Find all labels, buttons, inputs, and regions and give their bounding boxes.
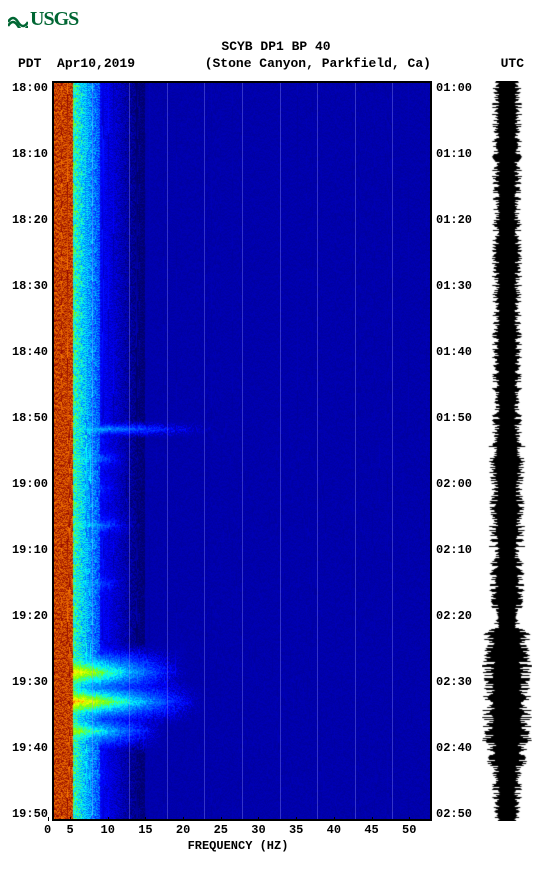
y-tick-right: 02:20: [436, 609, 476, 623]
x-tick: 5: [51, 823, 89, 837]
x-tick: 30: [240, 823, 278, 837]
usgs-wave-icon: [8, 12, 28, 28]
y-tick-right: 02:10: [436, 543, 476, 557]
y-tick-left: 18:40: [8, 345, 48, 359]
y-tick-right: 02:40: [436, 741, 476, 755]
spectrogram-plot: [52, 81, 432, 821]
spectrogram-canvas: [54, 83, 430, 819]
tz-left: PDT: [18, 56, 41, 71]
y-tick-left: 18:10: [8, 147, 48, 161]
y-axis-right: 01:00 01:10 01:20 01:30 01:40 01:50 02:00 02:10…: [432, 81, 476, 821]
y-tick-left: 19:20: [8, 609, 48, 623]
waveform-plot: [482, 81, 532, 821]
tz-right-label: UTC: [501, 56, 524, 71]
chart-subtitle: PDT Apr10,2019 (Stone Canyon, Parkfield,…: [8, 56, 544, 71]
y-axis-left: 18:00 18:10 18:20 18:30 18:40 18:50 19:00 19:10…: [8, 81, 52, 821]
y-tick-right: 02:50: [436, 807, 476, 821]
x-tick: 45: [353, 823, 391, 837]
x-tick: 10: [89, 823, 127, 837]
y-tick-right: 01:00: [436, 81, 476, 95]
x-tick: 40: [315, 823, 353, 837]
y-tick-right: 01:40: [436, 345, 476, 359]
chart-area: 18:00 18:10 18:20 18:30 18:40 18:50 19:00 19:10…: [8, 81, 544, 821]
y-tick-right: 01:10: [436, 147, 476, 161]
x-tick: 0: [44, 823, 51, 837]
y-tick-left: 19:30: [8, 675, 48, 689]
usgs-logo-text: USGS: [30, 8, 78, 31]
chart-title: SCYB DP1 BP 40: [8, 39, 544, 54]
x-tick: 35: [277, 823, 315, 837]
y-tick-left: 18:30: [8, 279, 48, 293]
y-tick-left: 19:10: [8, 543, 48, 557]
x-tick: 25: [202, 823, 240, 837]
usgs-logo: USGS: [8, 8, 544, 31]
x-axis: 05101520253035404550: [48, 823, 428, 837]
x-tick: 50: [390, 823, 428, 837]
y-tick-left: 18:50: [8, 411, 48, 425]
y-tick-right: 01:30: [436, 279, 476, 293]
x-tick: 20: [164, 823, 202, 837]
y-tick-right: 02:00: [436, 477, 476, 491]
y-tick-left: 18:20: [8, 213, 48, 227]
y-tick-right: 01:50: [436, 411, 476, 425]
y-tick-right: 02:30: [436, 675, 476, 689]
y-tick-left: 19:50: [8, 807, 48, 821]
date-label: Apr10,2019: [57, 56, 135, 71]
y-tick-left: 19:40: [8, 741, 48, 755]
y-tick-left: 19:00: [8, 477, 48, 491]
x-axis-label: FREQUENCY (HZ): [48, 839, 428, 853]
location-label: (Stone Canyon, Parkfield, Ca): [135, 56, 501, 71]
y-tick-right: 01:20: [436, 213, 476, 227]
x-tick: 15: [127, 823, 165, 837]
y-tick-left: 18:00: [8, 81, 48, 95]
tz-left-label: PDT Apr10,2019: [18, 56, 135, 71]
